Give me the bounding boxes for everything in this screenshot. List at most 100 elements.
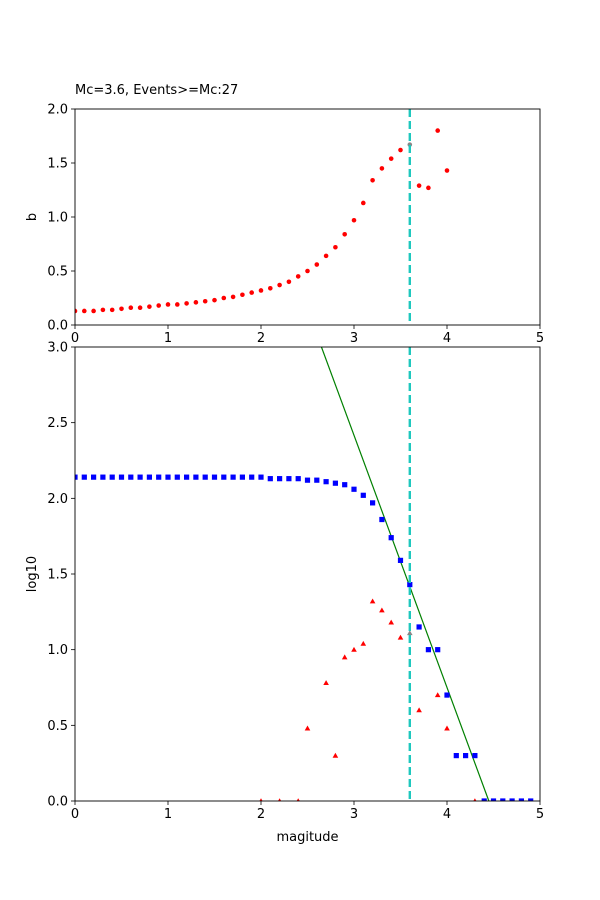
- series-2: [259, 598, 477, 801]
- data-point: [230, 294, 236, 300]
- data-point: [184, 301, 189, 306]
- data-point: [333, 244, 338, 250]
- x-tick-label: 3: [350, 807, 358, 822]
- data-point: [193, 474, 199, 480]
- data-point: [323, 479, 329, 485]
- data-point: [100, 474, 106, 480]
- data-point: [379, 166, 385, 171]
- data-point: [490, 798, 497, 801]
- data-point: [518, 798, 524, 801]
- data-point: [147, 304, 152, 309]
- data-point: [304, 477, 311, 483]
- data-point: [82, 308, 87, 314]
- data-point: [481, 798, 487, 801]
- data-point: [370, 500, 376, 506]
- data-point: [193, 300, 199, 305]
- data-point: [426, 185, 431, 191]
- x-tick-label: 5: [536, 807, 544, 822]
- data-point: [128, 305, 134, 311]
- data-point: [500, 798, 506, 801]
- x-tick-label: 4: [443, 807, 451, 822]
- y-tick-label: 1.0: [47, 643, 68, 658]
- chart-2: 0 1 2 3 4 5 0.0 0.5 1.0 1.5 2.0 2.5 3.0 log10 magitude: [25, 341, 544, 846]
- fit-line: [320, 347, 490, 801]
- data-point: [81, 474, 87, 480]
- data-point: [165, 474, 171, 480]
- data-point: [397, 634, 404, 640]
- data-point: [109, 474, 115, 480]
- data-point: [444, 725, 450, 731]
- data-point: [156, 474, 162, 480]
- data-point: [137, 305, 143, 311]
- x-tick-label: 0: [71, 331, 79, 346]
- data-point: [259, 798, 263, 801]
- data-point: [118, 474, 125, 480]
- data-point: [435, 128, 441, 133]
- x-axis-label: magitude: [276, 830, 338, 845]
- data-point: [388, 619, 394, 625]
- data-point: [528, 798, 534, 801]
- x-tick-label: 2: [257, 807, 265, 822]
- data-point: [174, 474, 180, 480]
- data-point: [249, 290, 254, 295]
- data-point: [388, 156, 394, 161]
- x-tick-label: 1: [164, 331, 172, 346]
- data-point: [370, 177, 375, 183]
- data-point: [296, 798, 300, 801]
- data-point: [268, 285, 273, 291]
- x-tick-label: 1: [164, 807, 172, 822]
- plot-area: [75, 347, 540, 801]
- data-point: [258, 288, 264, 293]
- data-point: [75, 474, 78, 480]
- data-point: [202, 298, 208, 304]
- data-point: [314, 477, 320, 483]
- data-point: [444, 692, 450, 698]
- data-point: [509, 798, 515, 801]
- chart-title: Mc=3.6, Events>=Mc:27: [75, 83, 238, 98]
- data-point: [277, 476, 283, 482]
- data-point: [286, 279, 292, 285]
- y-tick-label: 0.5: [47, 265, 68, 280]
- plot-area: [75, 109, 540, 325]
- data-point: [156, 303, 161, 308]
- x-tick-label: 2: [257, 331, 265, 346]
- y-tick-label: 0.5: [47, 719, 68, 734]
- data-point: [91, 474, 97, 480]
- plot-data: [75, 109, 450, 325]
- data-point: [305, 268, 310, 274]
- data-point: [360, 492, 366, 498]
- data-point: [453, 753, 459, 759]
- data-point: [397, 557, 404, 563]
- data-point: [221, 295, 227, 301]
- data-point: [286, 476, 292, 482]
- data-point: [202, 474, 208, 480]
- data-point: [221, 474, 227, 480]
- data-point: [416, 183, 422, 188]
- y-tick-label: 2.0: [47, 103, 68, 118]
- series-1: [75, 474, 534, 801]
- x-tick-label: 3: [350, 331, 358, 346]
- data-point: [175, 302, 180, 307]
- data-point: [91, 308, 96, 314]
- data-point: [473, 798, 477, 801]
- chart-1: 0 1 2 3 4 5 0.0 0.5 1.0 1.5 2.0 Mc=3.6, Events>=Mc:…: [25, 83, 544, 346]
- data-point: [75, 308, 78, 314]
- y-tick-label: 3.0: [47, 341, 68, 356]
- x-tick-label: 5: [536, 331, 544, 346]
- data-point: [341, 654, 348, 660]
- data-point: [379, 607, 385, 613]
- y-axis-label: log10: [25, 556, 40, 592]
- data-point: [323, 253, 329, 259]
- data-point: [425, 647, 431, 653]
- data-point: [100, 307, 106, 313]
- data-point: [295, 274, 301, 279]
- plot-data: [75, 347, 534, 801]
- data-point: [463, 753, 469, 759]
- y-tick-label: 0.0: [47, 319, 68, 334]
- y-tick-label: 2.0: [47, 492, 68, 507]
- data-point: [295, 476, 301, 482]
- data-point: [416, 624, 422, 630]
- data-point: [379, 516, 385, 523]
- y-tick-label: 0.0: [47, 795, 68, 810]
- x-tick-label: 4: [443, 331, 451, 346]
